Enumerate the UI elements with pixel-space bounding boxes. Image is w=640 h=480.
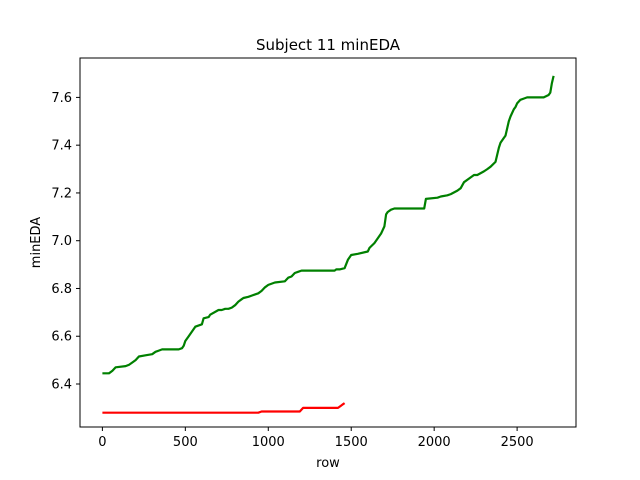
y-tick-label: 7.2 — [51, 186, 72, 201]
x-tick-label: 1000 — [252, 435, 285, 450]
y-tick-label: 7.0 — [51, 234, 72, 249]
x-tick-label: 1500 — [335, 435, 368, 450]
series-layer — [102, 75, 555, 414]
y-tick-label: 6.8 — [51, 282, 72, 297]
y-tick-label: 6.4 — [51, 378, 72, 393]
y-tick-label: 7.6 — [51, 91, 72, 106]
y-tick-label: 7.4 — [51, 139, 72, 154]
x-tick-label: 2500 — [501, 435, 534, 450]
x-axis-label: row — [316, 456, 340, 471]
y-axis-label: minEDA — [29, 217, 44, 269]
series-line-1 — [102, 75, 555, 375]
x-tick-label: 2000 — [418, 435, 451, 450]
x-axis: 0 500 1000 1500 2000 2500 — [98, 427, 534, 450]
y-axis: 6.4 6.6 6.8 7.0 7.2 7.4 7.6 — [51, 91, 80, 393]
x-tick-label: 500 — [173, 435, 198, 450]
y-tick-label: 6.6 — [51, 330, 72, 345]
chart-title: Subject 11 minEDA — [256, 36, 401, 54]
x-tick-label: 0 — [98, 435, 106, 450]
series-line-2 — [102, 402, 346, 414]
plot-frame — [79, 57, 577, 428]
